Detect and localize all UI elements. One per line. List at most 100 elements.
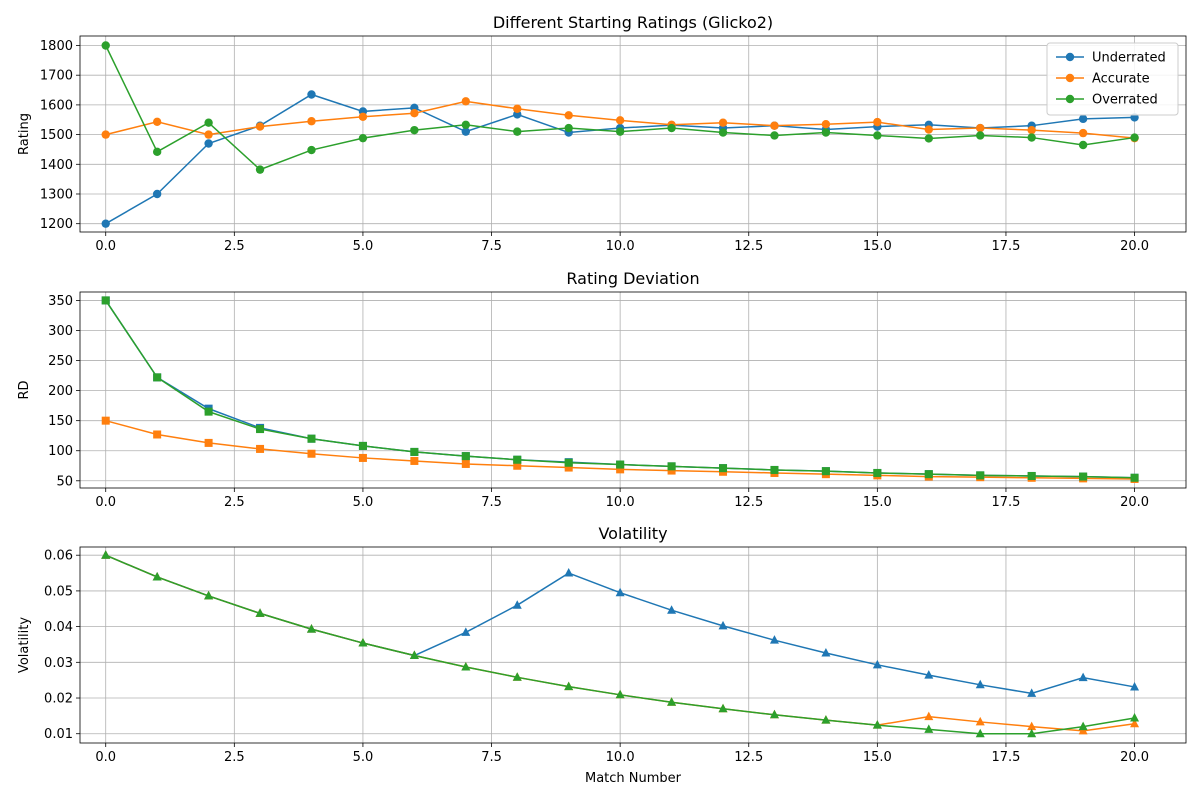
data-point: [667, 466, 676, 475]
data-point: [1078, 725, 1088, 735]
legend-marker: [1065, 52, 1075, 62]
y-tick-label: 0.03: [44, 656, 73, 671]
data-point: [153, 373, 162, 382]
data-point: [152, 571, 162, 581]
data-point: [770, 121, 779, 130]
data-point: [513, 127, 522, 136]
data-point: [718, 118, 728, 127]
y-tick-label: 1300: [40, 187, 73, 202]
data-point: [410, 447, 419, 456]
data-point: [1130, 681, 1140, 691]
data-point: [152, 117, 162, 127]
data-point: [513, 104, 522, 113]
data-point: [1078, 721, 1088, 731]
x-tick-label: 17.5: [991, 750, 1020, 765]
x-tick-label: 17.5: [991, 495, 1020, 510]
y-tick-label: 150: [48, 414, 73, 429]
y-axis-label: RD: [17, 380, 32, 399]
data-point: [410, 456, 419, 465]
x-tick-label: 2.5: [224, 239, 245, 254]
data-point: [564, 568, 574, 577]
data-point: [616, 460, 625, 469]
data-point: [204, 407, 213, 416]
data-point: [204, 118, 213, 127]
x-tick-label: 2.5: [224, 750, 245, 765]
x-tick-label: 0.0: [95, 495, 116, 510]
x-tick-label: 20.0: [1120, 239, 1149, 254]
chart-panel-1: 0.0 2.5 5.0 7.5 10.0 12.5 15.0 17.5 20.0 1200 1300…: [17, 13, 1187, 254]
data-point: [615, 116, 625, 125]
data-point: [873, 117, 882, 127]
x-axis-label: Match Number: [585, 771, 682, 786]
data-point: [718, 128, 728, 137]
data-point: [1027, 471, 1036, 480]
chart-title: Rating Deviation: [566, 269, 699, 288]
data-point: [564, 123, 573, 133]
y-tick-label: 1200: [40, 217, 73, 232]
legend-label: Accurate: [1092, 72, 1150, 87]
data-point: [770, 465, 779, 474]
x-tick-label: 12.5: [734, 495, 763, 510]
x-tick-label: 10.0: [606, 750, 635, 765]
y-axis-label: Volatility: [17, 617, 32, 673]
data-point: [976, 131, 985, 140]
data-point: [307, 117, 316, 126]
y-tick-label: 50: [56, 474, 73, 489]
data-point: [924, 711, 934, 721]
data-point: [873, 468, 882, 477]
x-tick-label: 7.5: [481, 750, 502, 765]
y-tick-label: 0.01: [44, 727, 73, 742]
data-point: [1027, 728, 1037, 738]
x-tick-label: 10.0: [606, 239, 635, 254]
data-point: [975, 679, 985, 689]
data-point: [461, 661, 471, 671]
data-point: [204, 438, 213, 447]
data-point: [358, 112, 368, 121]
x-tick-label: 20.0: [1120, 495, 1149, 510]
data-point: [718, 703, 728, 713]
data-point: [718, 620, 728, 630]
data-point: [256, 444, 265, 453]
data-point: [667, 697, 677, 706]
data-point: [409, 650, 419, 660]
data-point: [410, 109, 419, 118]
data-point: [101, 130, 110, 139]
x-tick-label: 15.0: [863, 239, 892, 254]
data-point: [101, 41, 110, 50]
data-point: [101, 550, 111, 559]
data-point: [1027, 125, 1036, 135]
data-point: [204, 139, 213, 148]
data-point: [924, 724, 934, 733]
chart-title: Volatility: [598, 524, 667, 543]
data-point: [461, 127, 471, 136]
data-point: [924, 125, 933, 134]
data-point: [255, 165, 265, 174]
data-point: [1027, 688, 1037, 697]
data-point: [513, 461, 522, 470]
data-point: [1130, 718, 1140, 728]
data-point: [1079, 472, 1088, 481]
data-point: [512, 600, 522, 609]
y-tick-label: 0.02: [44, 692, 73, 707]
data-point: [1027, 133, 1036, 142]
data-point: [153, 430, 162, 439]
x-tick-label: 17.5: [991, 239, 1020, 254]
x-tick-label: 12.5: [734, 239, 763, 254]
y-tick-label: 0.04: [44, 620, 73, 635]
data-point: [1078, 672, 1088, 682]
data-point: [358, 441, 367, 450]
data-point: [101, 296, 110, 305]
legend: Underrated Accurate Overrated: [1046, 42, 1179, 116]
x-tick-label: 5.0: [353, 495, 374, 510]
data-point: [924, 670, 934, 679]
chart-title: Different Starting Ratings (Glicko2): [493, 13, 773, 32]
y-tick-label: 0.05: [44, 584, 73, 599]
data-point: [204, 590, 214, 600]
data-point: [770, 131, 779, 140]
chart-panel-2: 0.0 2.5 5.0 7.5 10.0 12.5 15.0 17.5 20.0 50 100 150…: [17, 269, 1187, 510]
data-point: [1078, 114, 1088, 124]
data-point: [358, 453, 367, 462]
data-point: [152, 147, 162, 157]
data-point: [255, 608, 265, 617]
